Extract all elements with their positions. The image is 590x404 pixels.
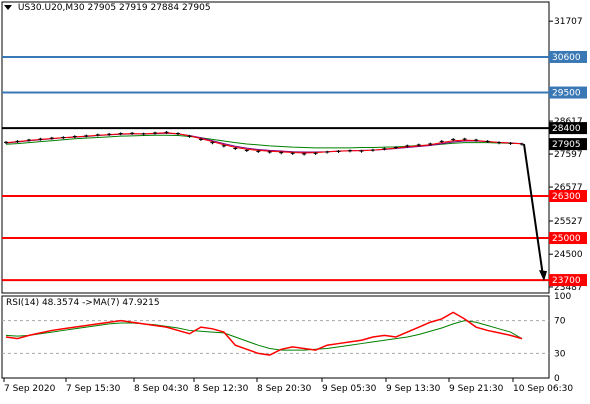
y-tick-label: 27597 [554,150,583,160]
level-tag-label: 28400 [552,124,581,134]
level-tag-29500 [549,86,587,99]
symbol-label: US30.U20,M30 [17,3,85,13]
rsi-header: RSI(14) 48.3574 ->MA(7) 47.9215 [6,298,160,308]
x-tick-label: 8 Sep 04:30 [134,384,189,394]
x-tick-label: 10 Sep 06:30 [513,384,573,394]
level-tag-label: 26300 [552,192,581,202]
level-tag-label: 29500 [552,89,581,99]
x-tick-label: 8 Sep 12:30 [194,384,249,394]
x-tick-label: 7 Sep 2020 [4,384,56,394]
rsi-y-tick-label: 30 [554,349,566,359]
level-tag-label: 27905 [552,140,581,150]
level-tag-25000 [549,232,587,245]
y-tick-label: 31707 [554,17,583,27]
level-tag-23700 [549,274,587,287]
x-tick-label: 9 Sep 13:30 [386,384,441,394]
y-tick-label: 23487 [554,283,583,293]
level-tag-26300 [549,190,587,202]
forecast-arrow-head [539,270,547,282]
x-tick-label: 9 Sep 21:30 [449,384,504,394]
level-tag-30600 [549,50,587,63]
rsi-ma-label: ->MA(7) 47.9215 [82,298,160,308]
y-tick-label: 28617 [554,117,583,127]
level-tag-28400 [549,122,587,135]
x-tick-label: 8 Sep 20:30 [257,384,312,394]
rsi-y-tick-label: 100 [554,292,571,302]
chart-header: US30.U20,M30 27905 27919 27884 27905 [4,3,211,13]
ohlc-values: 27905 27919 27884 27905 [87,3,211,13]
level-tag-label: 30600 [552,53,581,63]
ma-fast-line [5,132,523,154]
x-tick-label: 7 Sep 15:30 [66,384,121,394]
dropdown-triangle-icon[interactable] [4,5,12,10]
rsi-line [5,311,523,356]
y-tick-label: 26577 [554,183,583,193]
forecast-arrow-shaft [523,143,544,277]
main-panel-frame [1,1,550,294]
rsi-label: RSI(14) 48.3574 [6,298,80,308]
rsi-y-tick-label: 70 [554,317,566,327]
level-tag-27905 [549,138,587,151]
rsi-y-tick-label: 0 [554,374,560,384]
rsi-panel-frame [1,295,550,379]
x-tick-label: 9 Sep 05:30 [322,384,377,394]
y-tick-label: 25527 [554,217,583,227]
level-tag-label: 25000 [552,234,581,244]
y-tick-label: 24500 [554,250,583,260]
rsi-ma-line [5,320,523,351]
level-tag-label: 23700 [552,276,581,286]
